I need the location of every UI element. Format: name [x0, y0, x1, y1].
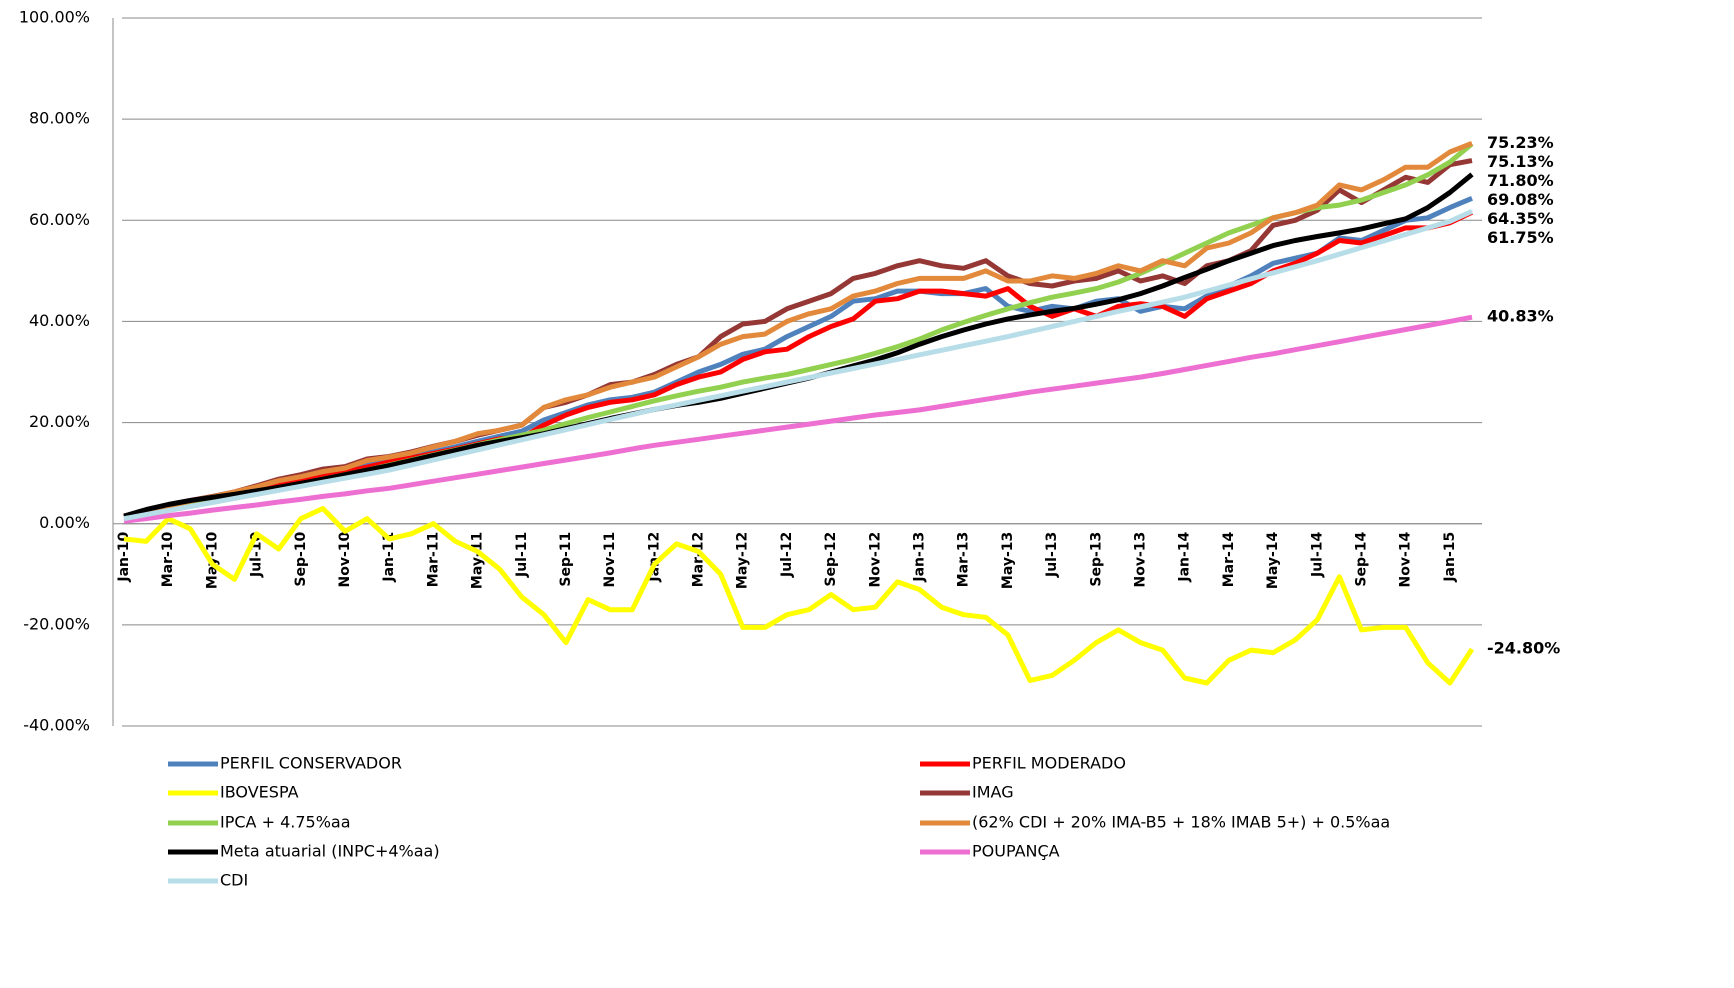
series-line	[123, 158, 1473, 519]
legend-item: IMAG	[920, 783, 1014, 802]
legend-label: PERFIL CONSERVADOR	[220, 754, 402, 773]
x-tick-label: May-11	[470, 532, 486, 589]
legend-item: IPCA + 4.75%aa	[168, 813, 351, 832]
legend-label: IPCA + 4.75%aa	[220, 813, 351, 832]
x-tick-label: Nov-11	[602, 532, 618, 588]
x-tick-label: Mar-12	[691, 532, 707, 588]
x-tick-label: Mar-11	[425, 532, 441, 588]
end-label: 71.80%	[1487, 171, 1554, 190]
end-label: 69.08%	[1487, 190, 1554, 209]
series-line	[123, 506, 1475, 686]
legend-label: CDI	[220, 871, 248, 890]
x-tick-label: Nov-12	[867, 532, 883, 588]
legend-item: (62% CDI + 20% IMA-B5 + 18% IMAB 5+) + 0…	[920, 813, 1390, 832]
series-line	[123, 209, 1474, 520]
legend-label: PERFIL MODERADO	[972, 754, 1126, 773]
end-label: 40.83%	[1487, 307, 1554, 326]
y-tick-label: 80.00%	[29, 109, 90, 128]
end-label: 61.75%	[1487, 228, 1554, 247]
series-line	[123, 314, 1473, 524]
y-tick-label: 40.00%	[29, 311, 90, 330]
legend-item: CDI	[168, 871, 248, 890]
x-tick-label: Nov-10	[337, 531, 353, 587]
legend-label: (62% CDI + 20% IMA-B5 + 18% IMAB 5+) + 0…	[972, 813, 1390, 832]
x-tick-label: Sep-10	[293, 531, 309, 586]
y-tick-label: 100.00%	[19, 8, 90, 27]
legend-label: Meta atuarial (INPC+4%aa)	[220, 842, 440, 861]
legend-item: PERFIL CONSERVADOR	[168, 754, 402, 773]
series-line	[123, 209, 1474, 522]
legend-label: IBOVESPA	[220, 783, 299, 802]
x-tick-label: Nov-13	[1133, 532, 1149, 588]
y-tick-label: 60.00%	[29, 210, 90, 229]
x-tick-label: Jan-11	[381, 532, 397, 583]
y-tick-label: -20.00%	[23, 614, 90, 633]
x-tick-label: Sep-12	[823, 532, 839, 587]
legend-label: IMAG	[972, 783, 1014, 802]
x-tick-label: Nov-14	[1398, 531, 1414, 587]
x-tick-label: Mar-14	[1221, 531, 1237, 587]
x-tick-label: Jan-14	[1177, 531, 1193, 582]
x-tick-label: Jul-13	[1044, 532, 1060, 578]
x-tick-label: Sep-13	[1088, 532, 1104, 587]
x-tick-label: Sep-14	[1354, 531, 1370, 586]
legend-item: POUPANÇA	[920, 842, 1060, 861]
x-tick-label: May-14	[1265, 531, 1281, 589]
series-line	[123, 140, 1473, 520]
legend-label: POUPANÇA	[972, 842, 1060, 861]
x-tick-label: May-12	[735, 532, 751, 589]
y-tick-label: -40.00%	[23, 716, 90, 735]
end-label: 75.23%	[1487, 133, 1554, 152]
end-label: -24.80%	[1487, 639, 1560, 658]
x-tick-label: Jul-11	[514, 532, 530, 578]
x-tick-label: May-13	[1000, 532, 1016, 589]
x-tick-label: Jul-14	[1309, 531, 1325, 578]
end-label: 75.13%	[1487, 152, 1554, 171]
x-tick-label: Mar-10	[160, 531, 176, 587]
legend-item: IBOVESPA	[168, 783, 299, 802]
x-tick-label: Jan-13	[912, 532, 928, 583]
x-tick-label: Jan-15	[1442, 532, 1458, 583]
legend-item: PERFIL MODERADO	[920, 754, 1126, 773]
legend-item: Meta atuarial (INPC+4%aa)	[168, 842, 440, 861]
x-tick-label: Mar-13	[956, 532, 972, 588]
x-tick-label: Jan-10	[116, 531, 132, 582]
y-tick-label: 20.00%	[29, 412, 90, 431]
x-tick-label: Sep-11	[558, 532, 574, 587]
end-label: 64.35%	[1487, 209, 1554, 228]
x-tick-label: Jul-12	[779, 532, 795, 578]
y-tick-label: 0.00%	[39, 513, 90, 532]
